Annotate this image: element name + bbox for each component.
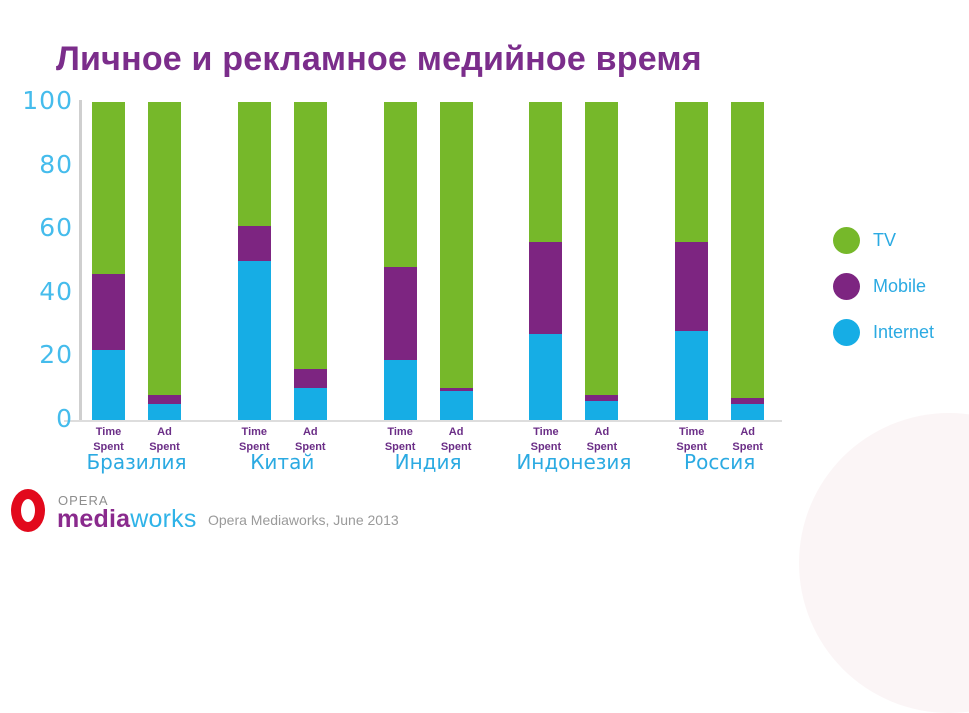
bar-segment-tv — [383, 102, 417, 268]
bar-segment-mobile — [237, 226, 271, 261]
time-spent-bar-group-1 — [92, 102, 125, 420]
legend-label-internet: Internet — [873, 322, 935, 342]
bar-segment-tv — [293, 102, 327, 370]
legend-item-mobile: Mobile — [833, 273, 934, 300]
bar-axis-label: Time Spent — [93, 426, 124, 453]
bar-axis-label: Time Spent — [676, 426, 707, 453]
y-axis-line — [79, 100, 82, 422]
bar-axis-label: Time Spent — [384, 426, 416, 453]
y-tick-label-60: 60 — [39, 213, 73, 243]
footer-source-note: Opera Mediaworks, June 2013 — [208, 512, 399, 528]
y-tick-label-20: 20 — [39, 340, 73, 370]
bar-segment-mobile — [585, 394, 619, 401]
country-label: Бразилия — [86, 450, 187, 474]
legend-label-tv: TV — [873, 230, 897, 250]
bar-segment-internet — [148, 404, 181, 420]
legend-dot-internet-icon — [833, 319, 860, 346]
logo-media-text: media — [57, 505, 131, 533]
bar-segment-mobile — [529, 241, 563, 335]
ad-spent-bar-group-1 — [148, 102, 181, 420]
bar-segment-mobile — [383, 267, 417, 360]
bar-axis-label: Ad Spent — [440, 426, 472, 453]
legend-dot-tv-icon — [833, 227, 860, 254]
country-label: Индия — [394, 450, 462, 474]
y-tick-label-0: 0 — [56, 404, 73, 433]
bar-segment-internet — [439, 391, 473, 420]
bar-segment-tv — [237, 102, 271, 227]
bar-segment-internet — [237, 260, 271, 420]
bar-axis-label: Ad Spent — [295, 426, 326, 453]
ad-spent-bar-group-5 — [731, 102, 765, 420]
bar-axis-label: Ad Spent — [149, 426, 180, 453]
legend-item-tv: TV — [833, 227, 934, 254]
bar-segment-internet — [92, 350, 125, 420]
ad-spent-bar-group-3 — [439, 102, 473, 420]
ad-spent-bar-group-4 — [585, 102, 619, 420]
bar-segment-tv — [148, 102, 181, 395]
time-spent-bar-group-5 — [675, 102, 709, 420]
logo-works-text: works — [130, 505, 197, 533]
legend-dot-mobile-icon — [833, 273, 860, 300]
bar-segment-tv — [675, 102, 709, 242]
chart-legend: TV Mobile Internet — [833, 227, 934, 365]
legend-label-mobile: Mobile — [873, 276, 927, 296]
time-spent-bar-group-2 — [237, 102, 271, 420]
bar-axis-label: Ad Spent — [586, 426, 618, 453]
stacked-bar-chart: 0 20 40 60 80 100 Time Spent Ad Spent Бразилия Ti… — [22, 86, 782, 474]
country-label: Китай — [250, 450, 315, 474]
bar-segment-internet — [585, 400, 619, 420]
y-tick-label-100: 100 — [22, 86, 73, 115]
x-axis-line — [64, 420, 782, 422]
country-label: Россия — [684, 450, 756, 474]
opera-logo-icon — [11, 489, 45, 532]
logo-mediaworks-text: mediaworks — [57, 505, 197, 534]
y-tick-label-80: 80 — [39, 149, 73, 179]
bar-axis-label: Ad Spent — [732, 426, 763, 453]
bar-segment-internet — [675, 330, 709, 420]
bar-segment-tv — [731, 102, 765, 398]
bar-segment-internet — [293, 388, 327, 420]
bar-segment-tv — [529, 102, 563, 242]
bar-segment-mobile — [439, 388, 473, 392]
ad-spent-bar-group-2 — [293, 102, 327, 420]
bar-segment-internet — [529, 334, 563, 420]
bar-segment-mobile — [92, 273, 125, 351]
bar-segment-tv — [92, 102, 125, 274]
time-spent-bar-group-4 — [529, 102, 563, 420]
legend-item-internet: Internet — [833, 319, 934, 346]
bar-segment-tv — [585, 102, 619, 395]
y-tick-label-40: 40 — [39, 276, 73, 306]
bar-segment-tv — [439, 102, 473, 389]
bar-segment-internet — [731, 404, 765, 420]
bar-axis-label: Time Spent — [239, 426, 270, 453]
logo-opera-text: OPERA — [58, 493, 109, 508]
bar-axis-label: Time Spent — [530, 426, 562, 453]
bar-segment-mobile — [148, 394, 181, 405]
bar-segment-mobile — [731, 397, 765, 405]
time-spent-bar-group-3 — [383, 102, 417, 420]
bar-segment-mobile — [675, 241, 709, 331]
page-title: Личное и рекламное медийное время — [56, 40, 702, 78]
country-label: Индонезия — [516, 450, 632, 474]
bar-segment-mobile — [293, 369, 327, 389]
bar-segment-internet — [383, 359, 417, 420]
